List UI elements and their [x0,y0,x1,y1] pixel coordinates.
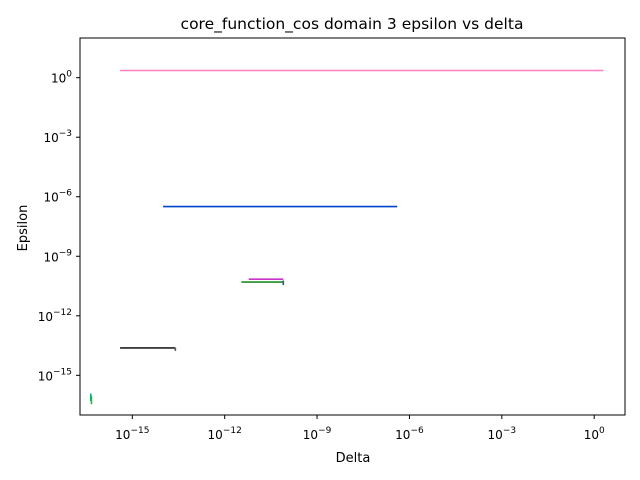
y-tick-label: 10−9 [43,248,72,264]
y-tick-label: 100 [51,70,72,86]
y-tick-label: 10−3 [43,129,72,145]
chart-title: core_function_cos domain 3 epsilon vs de… [181,15,524,34]
plot-area [80,38,625,415]
y-ticks: 10−15 10−12 10−9 10−6 10−3 100 [38,70,80,383]
x-ticks: 10−15 10−12 10−9 10−6 10−3 100 [115,415,605,442]
x-axis-label: Delta [336,451,371,466]
y-tick-label: 10−12 [38,308,72,324]
x-tick-label: 10−12 [208,426,242,442]
x-tick-label: 10−15 [115,426,149,442]
x-tick-label: 100 [584,426,605,442]
plot-frame [79,37,626,416]
x-tick-label: 10−3 [488,426,517,442]
x-tick-label: 10−6 [395,426,424,442]
y-axis-label: Epsilon [16,205,31,252]
x-tick-label: 10−9 [303,426,332,442]
y-tick-label: 10−15 [38,367,72,383]
y-tick-label: 10−6 [43,189,72,205]
series-layer [90,69,604,405]
